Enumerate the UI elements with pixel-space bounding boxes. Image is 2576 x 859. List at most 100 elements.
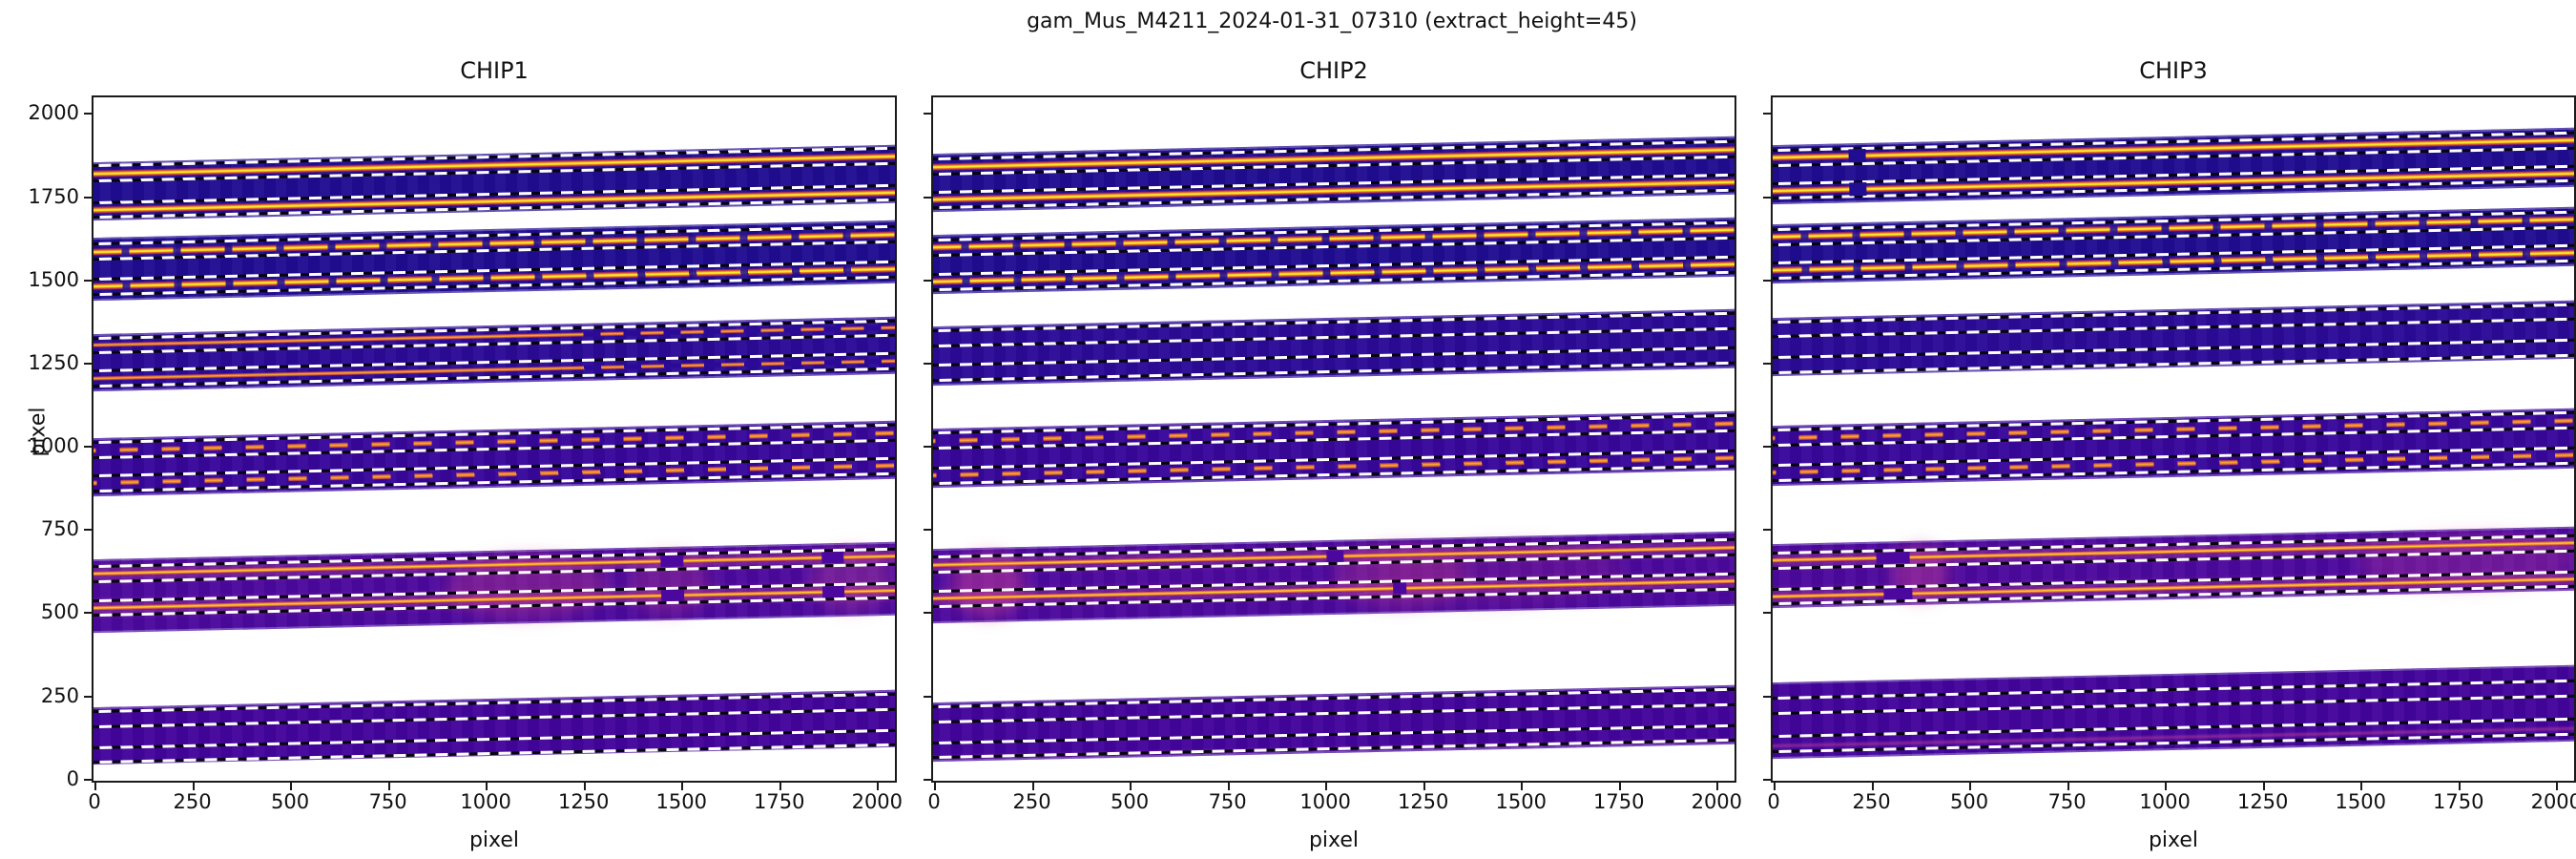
spectral-order-band [93, 689, 895, 765]
trace-gap [1876, 551, 1911, 564]
y-tick-mark [84, 778, 92, 781]
spectral-order-band [933, 531, 1735, 623]
x-tick-mark [1774, 783, 1776, 790]
spectral-order-band [1773, 664, 2574, 760]
subplot-title-chip2: CHIP2 [1299, 57, 1368, 84]
y-tick-mark [1763, 196, 1771, 199]
y-tick-mark [84, 362, 92, 365]
x-tick-label: 250 [1852, 790, 1891, 813]
trace-gap [1882, 587, 1913, 600]
spectral-order-band [93, 420, 895, 497]
x-tick-label: 0 [927, 790, 941, 813]
y-tick-mark [84, 196, 92, 199]
x-tick-mark [2067, 783, 2069, 790]
x-tick-label: 1750 [754, 790, 805, 813]
x-tick-mark [2458, 783, 2461, 790]
spectral-order-band [933, 307, 1735, 386]
spectral-order-band [93, 220, 895, 302]
x-tick-mark [2360, 783, 2363, 790]
spectral-order-band [93, 144, 895, 221]
x-tick-label: 250 [1012, 790, 1051, 813]
y-tick-mark [924, 529, 931, 532]
x-tick-label: 1250 [2236, 790, 2289, 813]
x-tick-label: 1500 [2335, 790, 2386, 813]
spectral-order-band [1773, 126, 2574, 204]
y-tick-mark [1763, 612, 1771, 615]
y-tick-mark [924, 778, 931, 781]
x-tick-label: 2000 [2530, 790, 2576, 813]
extraction-window-dashed-line [933, 702, 1735, 724]
x-tick-label: 1250 [557, 790, 610, 813]
x-tick-label: 1500 [1495, 790, 1547, 813]
x-tick-mark [94, 783, 96, 790]
x-tick-label: 750 [368, 790, 407, 813]
y-tick-mark [924, 196, 931, 199]
x-tick-mark [1716, 783, 1719, 790]
trace-gap [821, 586, 844, 598]
x-tick-mark [2262, 783, 2265, 790]
trace-gap [659, 555, 683, 568]
extraction-window-dashed-line [1773, 317, 2574, 339]
y-tick-mark [1763, 778, 1771, 781]
y-tick-mark [924, 695, 931, 698]
y-tick-mark [1763, 695, 1771, 698]
x-tick-label: 500 [1111, 790, 1150, 813]
x-tick-label: 2000 [851, 790, 904, 813]
y-tick-label: 250 [40, 683, 79, 707]
subplot-title-chip3: CHIP3 [2139, 57, 2208, 84]
y-tick-mark [1763, 529, 1771, 532]
trace-gap [660, 589, 684, 602]
y-tick-mark [924, 113, 931, 115]
y-tick-mark [84, 695, 92, 698]
x-tick-label: 0 [1767, 790, 1780, 813]
x-tick-mark [1130, 783, 1132, 790]
x-tick-mark [934, 783, 936, 790]
x-axis-label-chip3: pixel [2148, 828, 2199, 852]
x-tick-mark [1031, 783, 1034, 790]
y-tick-mark [84, 529, 92, 532]
y-tick-label: 750 [40, 517, 79, 541]
spectral-order-band [933, 217, 1735, 294]
spectral-order-band [1773, 525, 2574, 608]
x-tick-mark [486, 783, 488, 790]
y-tick-mark [1763, 446, 1771, 448]
spectral-order-band [933, 684, 1735, 763]
x-tick-label: 1000 [1299, 790, 1351, 813]
y-tick-label: 1750 [28, 184, 79, 208]
plot-area-chip1 [93, 97, 895, 781]
x-tick-label: 1750 [2433, 790, 2484, 813]
x-tick-label: 1000 [2139, 790, 2191, 813]
x-tick-mark [2556, 783, 2559, 790]
spectral-order-band [933, 410, 1735, 489]
x-tick-mark [1325, 783, 1328, 790]
y-tick-label: 2000 [28, 101, 79, 125]
y-tick-mark [924, 612, 931, 615]
extraction-window-dashed-line [1773, 353, 2574, 375]
x-tick-mark [2165, 783, 2168, 790]
y-tick-label: 1000 [28, 434, 79, 457]
x-tick-label: 750 [2047, 790, 2087, 813]
x-axis-label-chip2: pixel [1308, 828, 1360, 852]
y-tick-mark [84, 612, 92, 615]
x-tick-mark [681, 783, 684, 790]
x-tick-label: 1000 [460, 790, 511, 813]
y-tick-mark [924, 362, 931, 365]
x-tick-label: 500 [1950, 790, 1989, 813]
y-tick-mark [84, 113, 92, 115]
extraction-window-dashed-line [93, 707, 895, 729]
x-tick-mark [779, 783, 781, 790]
figure-title: gam_Mus_M4211_2024-01-31_07310 (extract_… [1027, 10, 1637, 33]
spectral-order-band [93, 541, 895, 634]
subplot-chip2: CHIP2 pixel 0 250 500 750 1000 1250 1500 1750 20… [924, 57, 1742, 852]
x-tick-mark [1227, 783, 1230, 790]
x-axis-label-chip1: pixel [468, 828, 520, 852]
x-tick-mark [1871, 783, 1874, 790]
trace-gap [1392, 582, 1407, 595]
spectral-order-band [1773, 300, 2574, 377]
trace-gap [821, 552, 844, 565]
x-tick-mark [1521, 783, 1524, 790]
x-tick-mark [877, 783, 880, 790]
y-tick-label: 1500 [28, 267, 79, 291]
subplot-chip3: CHIP3 pixel 0 250 500 750 1000 1250 1500 1750 20… [1763, 57, 2576, 852]
